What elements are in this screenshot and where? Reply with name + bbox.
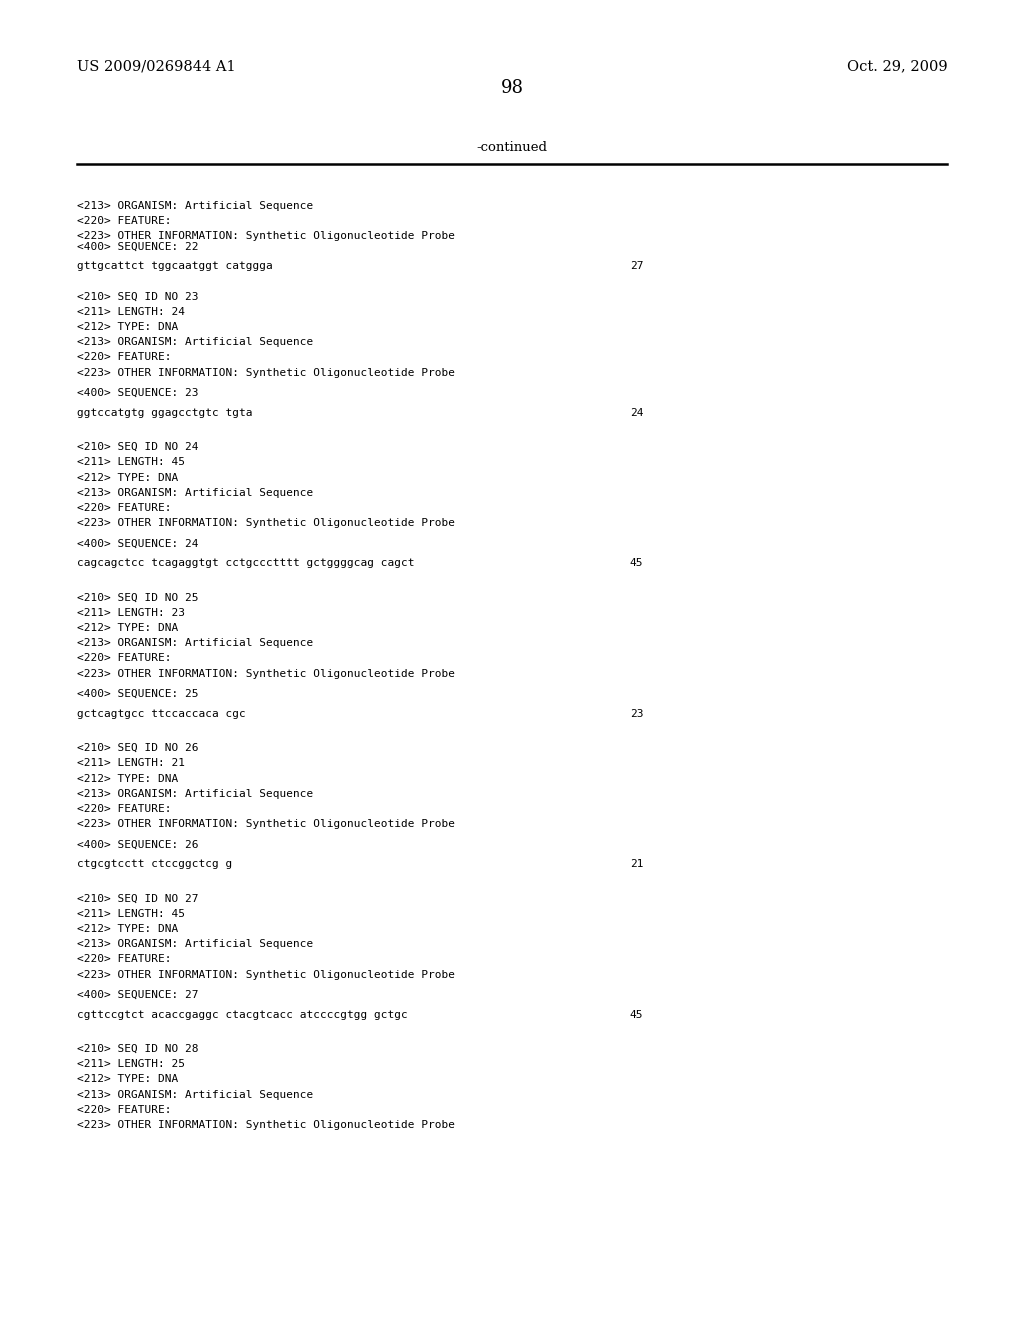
Text: <211> LENGTH: 23: <211> LENGTH: 23 [77, 607, 184, 618]
Text: <210> SEQ ID NO 27: <210> SEQ ID NO 27 [77, 894, 199, 904]
Text: ctgcgtcctt ctccggctcg g: ctgcgtcctt ctccggctcg g [77, 859, 232, 870]
Text: <210> SEQ ID NO 24: <210> SEQ ID NO 24 [77, 442, 199, 453]
Text: <400> SEQUENCE: 27: <400> SEQUENCE: 27 [77, 990, 199, 1001]
Text: <220> FEATURE:: <220> FEATURE: [77, 1105, 171, 1115]
Text: <220> FEATURE:: <220> FEATURE: [77, 215, 171, 226]
Text: <223> OTHER INFORMATION: Synthetic Oligonucleotide Probe: <223> OTHER INFORMATION: Synthetic Oligo… [77, 517, 455, 528]
Text: ggtccatgtg ggagcctgtc tgta: ggtccatgtg ggagcctgtc tgta [77, 408, 252, 418]
Text: <212> TYPE: DNA: <212> TYPE: DNA [77, 623, 178, 634]
Text: <220> FEATURE:: <220> FEATURE: [77, 503, 171, 513]
Text: <400> SEQUENCE: 22: <400> SEQUENCE: 22 [77, 242, 199, 252]
Text: cgttccgtct acaccgaggc ctacgtcacc atccccgtgg gctgc: cgttccgtct acaccgaggc ctacgtcacc atccccg… [77, 1010, 408, 1020]
Text: <400> SEQUENCE: 25: <400> SEQUENCE: 25 [77, 689, 199, 700]
Text: -continued: -continued [476, 141, 548, 154]
Text: <212> TYPE: DNA: <212> TYPE: DNA [77, 924, 178, 935]
Text: gctcagtgcc ttccaccaca cgc: gctcagtgcc ttccaccaca cgc [77, 709, 246, 719]
Text: <400> SEQUENCE: 24: <400> SEQUENCE: 24 [77, 539, 199, 549]
Text: <212> TYPE: DNA: <212> TYPE: DNA [77, 473, 178, 483]
Text: 45: 45 [630, 1010, 643, 1020]
Text: <212> TYPE: DNA: <212> TYPE: DNA [77, 322, 178, 333]
Text: 23: 23 [630, 709, 643, 719]
Text: 98: 98 [501, 79, 523, 98]
Text: <223> OTHER INFORMATION: Synthetic Oligonucleotide Probe: <223> OTHER INFORMATION: Synthetic Oligo… [77, 1119, 455, 1130]
Text: <212> TYPE: DNA: <212> TYPE: DNA [77, 774, 178, 784]
Text: gttgcattct tggcaatggt catggga: gttgcattct tggcaatggt catggga [77, 261, 272, 272]
Text: <213> ORGANISM: Artificial Sequence: <213> ORGANISM: Artificial Sequence [77, 337, 313, 347]
Text: <211> LENGTH: 24: <211> LENGTH: 24 [77, 306, 184, 317]
Text: cagcagctcc tcagaggtgt cctgccctttt gctggggcag cagct: cagcagctcc tcagaggtgt cctgccctttt gctggg… [77, 558, 415, 569]
Text: <213> ORGANISM: Artificial Sequence: <213> ORGANISM: Artificial Sequence [77, 487, 313, 498]
Text: <213> ORGANISM: Artificial Sequence: <213> ORGANISM: Artificial Sequence [77, 638, 313, 648]
Text: <213> ORGANISM: Artificial Sequence: <213> ORGANISM: Artificial Sequence [77, 789, 313, 799]
Text: <220> FEATURE:: <220> FEATURE: [77, 804, 171, 814]
Text: <211> LENGTH: 21: <211> LENGTH: 21 [77, 758, 184, 768]
Text: <211> LENGTH: 45: <211> LENGTH: 45 [77, 457, 184, 467]
Text: <223> OTHER INFORMATION: Synthetic Oligonucleotide Probe: <223> OTHER INFORMATION: Synthetic Oligo… [77, 969, 455, 979]
Text: <223> OTHER INFORMATION: Synthetic Oligonucleotide Probe: <223> OTHER INFORMATION: Synthetic Oligo… [77, 367, 455, 378]
Text: US 2009/0269844 A1: US 2009/0269844 A1 [77, 59, 236, 74]
Text: <400> SEQUENCE: 23: <400> SEQUENCE: 23 [77, 388, 199, 399]
Text: 21: 21 [630, 859, 643, 870]
Text: <220> FEATURE:: <220> FEATURE: [77, 352, 171, 363]
Text: <212> TYPE: DNA: <212> TYPE: DNA [77, 1074, 178, 1085]
Text: <211> LENGTH: 25: <211> LENGTH: 25 [77, 1059, 184, 1069]
Text: <210> SEQ ID NO 23: <210> SEQ ID NO 23 [77, 292, 199, 302]
Text: 24: 24 [630, 408, 643, 418]
Text: <210> SEQ ID NO 25: <210> SEQ ID NO 25 [77, 593, 199, 603]
Text: <223> OTHER INFORMATION: Synthetic Oligonucleotide Probe: <223> OTHER INFORMATION: Synthetic Oligo… [77, 818, 455, 829]
Text: <210> SEQ ID NO 26: <210> SEQ ID NO 26 [77, 743, 199, 754]
Text: <400> SEQUENCE: 26: <400> SEQUENCE: 26 [77, 840, 199, 850]
Text: Oct. 29, 2009: Oct. 29, 2009 [847, 59, 947, 74]
Text: 27: 27 [630, 261, 643, 272]
Text: <223> OTHER INFORMATION: Synthetic Oligonucleotide Probe: <223> OTHER INFORMATION: Synthetic Oligo… [77, 231, 455, 242]
Text: <213> ORGANISM: Artificial Sequence: <213> ORGANISM: Artificial Sequence [77, 940, 313, 949]
Text: <223> OTHER INFORMATION: Synthetic Oligonucleotide Probe: <223> OTHER INFORMATION: Synthetic Oligo… [77, 668, 455, 678]
Text: <210> SEQ ID NO 28: <210> SEQ ID NO 28 [77, 1044, 199, 1055]
Text: <213> ORGANISM: Artificial Sequence: <213> ORGANISM: Artificial Sequence [77, 201, 313, 211]
Text: 45: 45 [630, 558, 643, 569]
Text: <220> FEATURE:: <220> FEATURE: [77, 653, 171, 664]
Text: <220> FEATURE:: <220> FEATURE: [77, 954, 171, 965]
Text: <211> LENGTH: 45: <211> LENGTH: 45 [77, 908, 184, 919]
Text: <213> ORGANISM: Artificial Sequence: <213> ORGANISM: Artificial Sequence [77, 1090, 313, 1100]
